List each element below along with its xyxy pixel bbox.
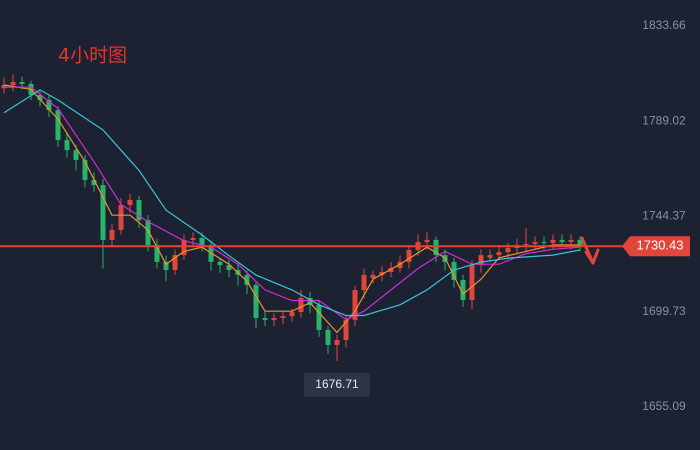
y-tick-label: 1655.09 [642, 399, 686, 413]
candle-body [262, 318, 268, 320]
low-label: 1676.71 [315, 377, 359, 391]
y-tick-label: 1744.37 [642, 209, 686, 223]
candle-body [541, 242, 547, 244]
candle-body [127, 200, 133, 205]
candle-body [244, 274, 250, 285]
candle-body [478, 255, 484, 266]
y-tick-label: 1789.02 [642, 113, 686, 127]
candle-body [370, 274, 376, 279]
candle-body [559, 239, 565, 243]
moving-average [3, 89, 581, 317]
candle-body [325, 329, 331, 345]
candle-body [64, 140, 70, 151]
candle-body [172, 255, 178, 271]
candle-body [145, 220, 151, 246]
candle-body [424, 239, 430, 243]
price-label-box [622, 236, 690, 257]
price-label: 1730.43 [637, 238, 684, 253]
candle-body [100, 185, 106, 240]
candle-body [316, 304, 322, 330]
candle-body [334, 339, 340, 345]
candle-body [82, 159, 88, 180]
candle-body [136, 200, 142, 221]
candle-body [253, 284, 259, 319]
candle-body [109, 229, 115, 240]
low-label-box [304, 372, 370, 397]
candle-body [460, 280, 466, 301]
moving-average [4, 86, 581, 321]
plot: 1655.09 1699.73 1744.37 1789.02 1833.66 [0, 18, 686, 413]
candle-body [91, 179, 97, 186]
candle-body [406, 249, 412, 262]
candle-body [451, 261, 457, 281]
candle-body [496, 252, 502, 256]
y-tick-label: 1699.73 [642, 304, 686, 318]
candle-body [163, 261, 169, 271]
candle-body [289, 312, 295, 317]
candle-body [523, 243, 529, 246]
candle-body [199, 238, 205, 246]
candle-body [577, 239, 583, 247]
moving-average [3, 84, 580, 334]
candle-body [46, 99, 52, 110]
candle-body [226, 265, 232, 271]
candle-body [298, 297, 304, 313]
candle-body [550, 239, 556, 243]
candle-body [217, 261, 223, 266]
candle-body [19, 82, 25, 84]
candle-body [352, 290, 358, 320]
candle-body [190, 238, 196, 240]
candle-body [469, 265, 475, 301]
chart-title: 4小时图 [58, 45, 127, 67]
candle-body [361, 274, 367, 291]
candle-body [397, 261, 403, 269]
candle-body [343, 319, 349, 340]
candle-body [433, 239, 439, 256]
candle-body [280, 316, 286, 319]
candle-body [388, 268, 394, 272]
candle-body [271, 318, 277, 320]
candle-body [181, 239, 187, 256]
arrow [580, 236, 600, 265]
candle-body [118, 204, 124, 230]
candle-body [568, 239, 574, 243]
candle-body [379, 271, 385, 275]
candle-body [55, 109, 61, 141]
candle-body [10, 82, 16, 86]
candle-body [37, 95, 43, 100]
candle-body [532, 242, 538, 244]
candle-body [154, 245, 160, 262]
candle-body [487, 255, 493, 258]
candle-body [307, 297, 313, 305]
candle-body [505, 248, 511, 253]
candle-body [73, 150, 79, 160]
y-tick-label: 1833.66 [642, 18, 686, 32]
